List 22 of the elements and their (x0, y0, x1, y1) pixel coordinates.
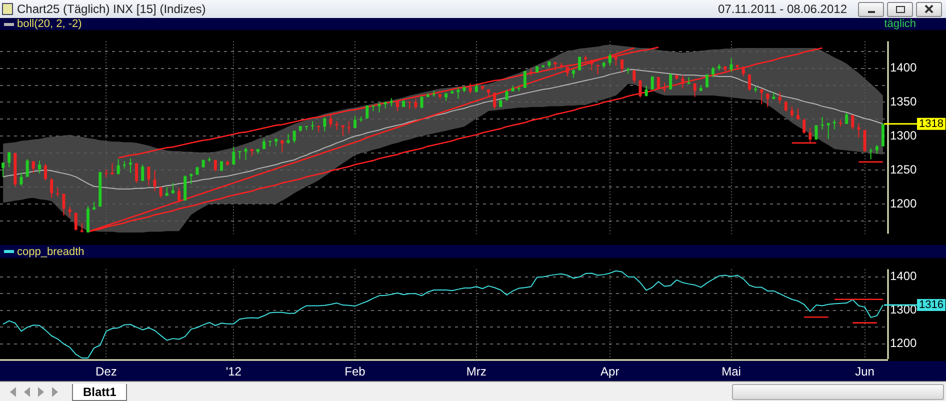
x-tick-label: Jun (855, 364, 874, 379)
y-tick-label: 1350 (890, 94, 918, 109)
y-tick-label: 1300 (890, 128, 918, 142)
x-tick-label: Mai (722, 364, 741, 379)
y-tick-label: 1200 (890, 196, 918, 210)
x-tick-label: Feb (344, 364, 366, 379)
x-tick-label: Apr (600, 364, 620, 379)
legend-label: copp_breadth (17, 246, 84, 258)
chart-title: Chart25 (Täglich) INX [15] (Indizes) (17, 2, 206, 16)
y-tick-label: 1400 (890, 60, 918, 75)
ref-line-label: 1316 (918, 299, 944, 312)
legend-label: boll(20, 2, -2) (17, 18, 82, 30)
y-tick-label: 1400 (890, 269, 918, 284)
x-tick-label: '12 (226, 364, 242, 379)
y-tick-label: 1300 (890, 302, 918, 317)
text: täglich (884, 18, 916, 30)
x-tick-label: Dez (96, 364, 117, 379)
ref-line-label: 1318 (918, 118, 944, 130)
y-tick-label: 1250 (890, 162, 918, 176)
y-tick-label: 1200 (890, 336, 918, 350)
x-tick-label: Mrz (466, 364, 486, 379)
chart-subtitle: 07.11.2011 - 08.06.2012 (718, 2, 847, 16)
